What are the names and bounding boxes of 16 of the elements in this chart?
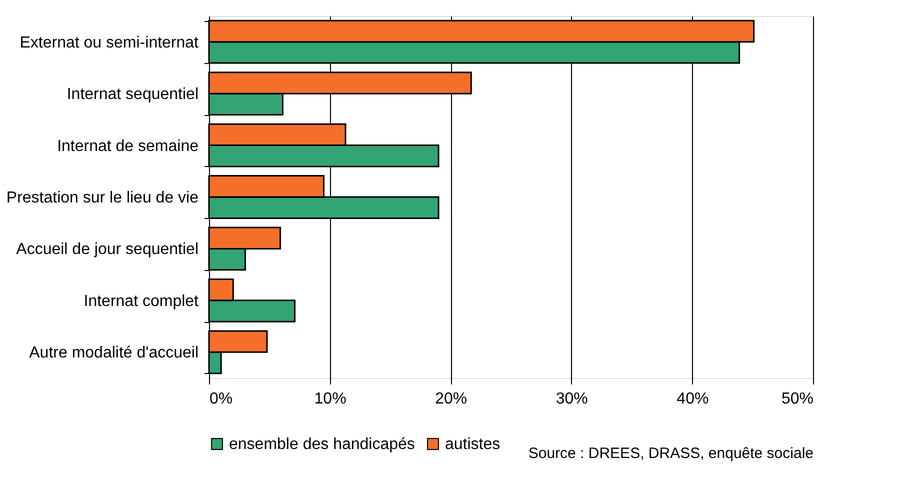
legend-label: autistes bbox=[445, 436, 500, 453]
x-tick-label: 10% bbox=[314, 390, 346, 408]
y-tick-label: Internat complet bbox=[84, 292, 200, 310]
x-tick-label: 30% bbox=[556, 390, 588, 408]
source-note: Source : DREES, DRASS, enquête sociale bbox=[528, 445, 814, 462]
legend-label: ensemble des handicapés bbox=[229, 436, 415, 453]
y-tick-label: Externat ou semi-internat bbox=[20, 34, 200, 52]
y-tick-label: Internat sequentiel bbox=[66, 86, 198, 104]
x-tick-label: 50% bbox=[781, 390, 814, 408]
y-tick-label: Internat de semaine bbox=[57, 138, 199, 155]
y-tick-label: Prestation sur le lieu de vie bbox=[6, 190, 199, 206]
x-tick-label: 40% bbox=[676, 390, 709, 408]
x-tick-label: 0% bbox=[210, 390, 233, 408]
y-tick-label: Autre modalité d'accueil bbox=[29, 344, 198, 362]
y-tick-label: Accueil de jour sequentiel bbox=[16, 241, 198, 258]
x-tick-label: 20% bbox=[435, 390, 468, 408]
